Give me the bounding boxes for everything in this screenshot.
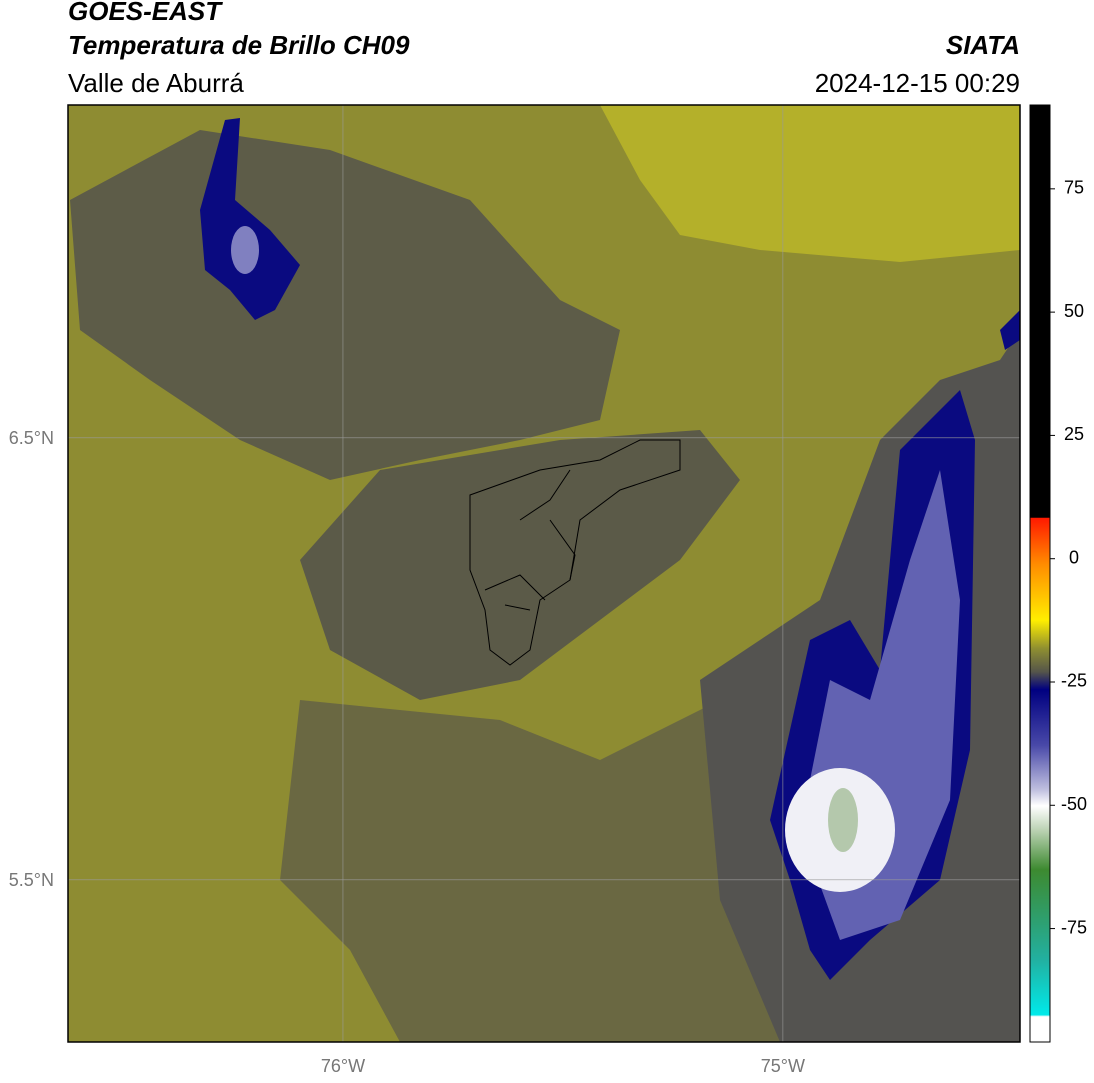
colorbar-label: 25 [1064, 424, 1084, 444]
cloud-region [300, 430, 740, 700]
map-frame [67, 104, 1021, 1043]
lat-label: 5.5°N [9, 870, 54, 890]
colorbar-label: 75 [1064, 178, 1084, 198]
colorbar-label: -50 [1061, 794, 1087, 814]
map-field [68, 105, 1020, 1042]
storm-cell [231, 226, 259, 274]
title: GOES-EAST [68, 0, 223, 26]
lon-label: 76°W [321, 1056, 365, 1076]
lat-label: 6.5°N [9, 428, 54, 448]
colorbar-label: -25 [1061, 671, 1087, 691]
timestamp: 2024-12-15 00:29 [815, 68, 1020, 98]
graticule [68, 105, 1020, 1042]
source: SIATA [946, 30, 1020, 60]
cloud-region [280, 700, 780, 1042]
subtitle: Temperatura de Brillo CH09 [68, 30, 410, 60]
municipality-borders [484, 469, 576, 611]
lon-label: 75°W [761, 1056, 805, 1076]
storm-cell [1000, 310, 1020, 350]
warm-region [600, 105, 1020, 262]
storm-core [828, 788, 858, 852]
colorbar-label: 50 [1064, 301, 1084, 321]
colorbar [1029, 104, 1051, 1043]
basin-outline [469, 439, 681, 666]
storm-cell [200, 118, 300, 320]
colorbar-label: 0 [1069, 547, 1079, 567]
region: Valle de Aburrá [68, 68, 244, 98]
municipalities [469, 439, 681, 666]
colorbar-label: -75 [1061, 917, 1087, 937]
